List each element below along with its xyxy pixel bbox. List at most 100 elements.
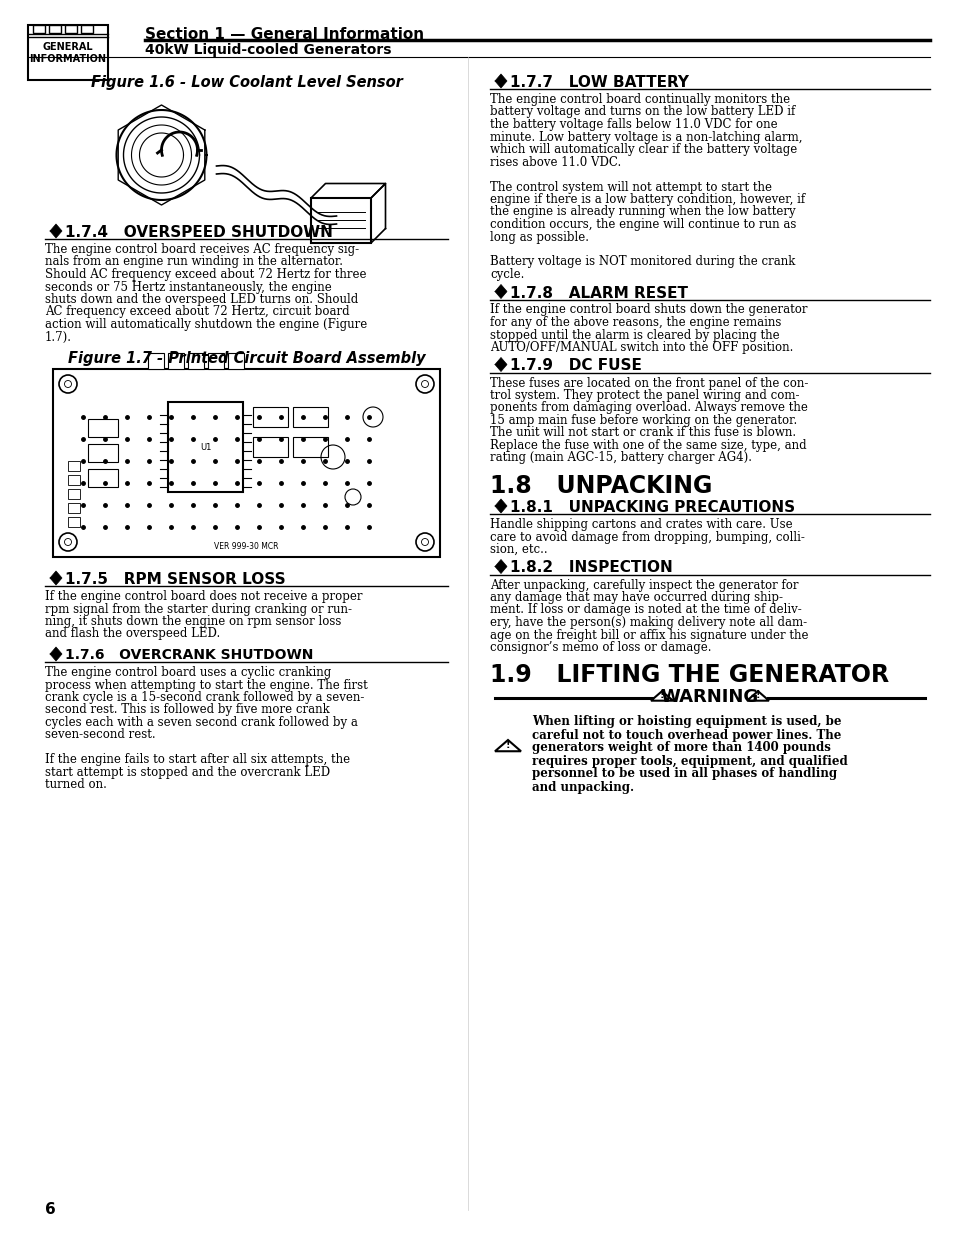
- Text: any damage that may have occurred during ship-: any damage that may have occurred during…: [490, 592, 782, 604]
- Text: AC frequency exceed about 72 Hertz, circuit board: AC frequency exceed about 72 Hertz, circ…: [45, 305, 349, 319]
- Text: VER 999-30 MCR: VER 999-30 MCR: [214, 542, 278, 551]
- Bar: [68, 503, 80, 513]
- Text: rises above 11.0 VDC.: rises above 11.0 VDC.: [490, 156, 620, 168]
- Text: minute. Low battery voltage is a non-latching alarm,: minute. Low battery voltage is a non-lat…: [490, 131, 801, 143]
- Bar: [68, 475, 80, 485]
- Text: 1.8.1   UNPACKING PRECAUTIONS: 1.8.1 UNPACKING PRECAUTIONS: [510, 500, 794, 515]
- Bar: [68, 461, 80, 471]
- Text: shuts down and the overspeed LED turns on. Should: shuts down and the overspeed LED turns o…: [45, 293, 358, 306]
- Text: U1: U1: [199, 442, 211, 452]
- Text: stopped until the alarm is cleared by placing the: stopped until the alarm is cleared by pl…: [490, 329, 779, 342]
- Bar: [81, 25, 92, 33]
- Text: process when attempting to start the engine. The first: process when attempting to start the eng…: [45, 678, 367, 692]
- Polygon shape: [495, 740, 520, 751]
- Text: personnel to be used in all phases of handling: personnel to be used in all phases of ha…: [532, 767, 836, 781]
- Text: ning, it shuts down the engine on rpm sensor loss: ning, it shuts down the engine on rpm se…: [45, 615, 341, 629]
- Text: 1.8.2   INSPECTION: 1.8.2 INSPECTION: [510, 561, 672, 576]
- Text: The engine control board receives AC frequency sig-: The engine control board receives AC fre…: [45, 243, 358, 256]
- Text: !: !: [505, 740, 510, 750]
- Text: seven-second rest.: seven-second rest.: [45, 729, 155, 741]
- Text: 15 amp main fuse before working on the generator.: 15 amp main fuse before working on the g…: [490, 414, 797, 427]
- Bar: [253, 408, 288, 427]
- Bar: [253, 437, 288, 457]
- Text: which will automatically clear if the battery voltage: which will automatically clear if the ba…: [490, 143, 797, 156]
- Bar: [88, 419, 118, 437]
- Text: long as possible.: long as possible.: [490, 231, 588, 243]
- Text: ponents from damaging overload. Always remove the: ponents from damaging overload. Always r…: [490, 401, 807, 415]
- Bar: [168, 403, 243, 492]
- Text: battery voltage and turns on the low battery LED if: battery voltage and turns on the low bat…: [490, 105, 795, 119]
- Text: generators weight of more than 1400 pounds: generators weight of more than 1400 poun…: [532, 741, 830, 755]
- Polygon shape: [495, 559, 506, 573]
- Polygon shape: [50, 647, 62, 661]
- Text: ery, have the person(s) making delivery note all dam-: ery, have the person(s) making delivery …: [490, 616, 806, 629]
- Text: The unit will not start or crank if this fuse is blown.: The unit will not start or crank if this…: [490, 426, 796, 440]
- Text: trol system. They protect the panel wiring and com-: trol system. They protect the panel wiri…: [490, 389, 799, 403]
- Text: Section 1 — General Information: Section 1 — General Information: [145, 27, 424, 42]
- Text: INFORMATION: INFORMATION: [30, 54, 107, 64]
- Text: Figure 1.6 - Low Coolant Level Sensor: Figure 1.6 - Low Coolant Level Sensor: [91, 75, 402, 90]
- Polygon shape: [495, 74, 506, 88]
- Text: The engine control board uses a cyclic cranking: The engine control board uses a cyclic c…: [45, 666, 331, 679]
- Bar: [208, 353, 224, 369]
- Text: requires proper tools, equipment, and qualified: requires proper tools, equipment, and qu…: [532, 755, 847, 767]
- Text: nals from an engine run winding in the alternator.: nals from an engine run winding in the a…: [45, 256, 343, 268]
- Polygon shape: [495, 499, 506, 513]
- Text: cycle.: cycle.: [490, 268, 524, 282]
- Polygon shape: [746, 692, 768, 700]
- Text: 6: 6: [45, 1202, 55, 1216]
- Bar: [148, 353, 164, 369]
- Text: The engine control board continually monitors the: The engine control board continually mon…: [490, 93, 789, 106]
- Text: start attempt is stopped and the overcrank LED: start attempt is stopped and the overcra…: [45, 766, 330, 779]
- Text: careful not to touch overhead power lines. The: careful not to touch overhead power line…: [532, 729, 841, 741]
- Polygon shape: [50, 224, 62, 238]
- Text: for any of the above reasons, the engine remains: for any of the above reasons, the engine…: [490, 316, 781, 329]
- Bar: [188, 353, 204, 369]
- Bar: [88, 469, 118, 487]
- Text: rating (main AGC-15, battery charger AG4).: rating (main AGC-15, battery charger AG4…: [490, 452, 751, 464]
- Polygon shape: [495, 284, 506, 299]
- Text: seconds or 75 Hertz instantaneously, the engine: seconds or 75 Hertz instantaneously, the…: [45, 280, 332, 294]
- Text: If the engine control board shuts down the generator: If the engine control board shuts down t…: [490, 304, 806, 316]
- Bar: [68, 489, 80, 499]
- Bar: [293, 408, 328, 427]
- Text: engine if there is a low battery condition, however, if: engine if there is a low battery conditi…: [490, 193, 804, 206]
- Text: Handle shipping cartons and crates with care. Use: Handle shipping cartons and crates with …: [490, 517, 792, 531]
- Bar: [228, 353, 244, 369]
- Bar: [65, 25, 77, 33]
- Text: After unpacking, carefully inspect the generator for: After unpacking, carefully inspect the g…: [490, 578, 798, 592]
- Text: !: !: [659, 689, 663, 700]
- Text: Figure 1.7 - Printed Circuit Board Assembly: Figure 1.7 - Printed Circuit Board Assem…: [68, 351, 425, 366]
- Text: GENERAL: GENERAL: [43, 42, 93, 52]
- Text: !: !: [755, 689, 760, 700]
- Bar: [28, 25, 108, 80]
- Bar: [53, 369, 439, 557]
- Text: These fuses are located on the front panel of the con-: These fuses are located on the front pan…: [490, 377, 807, 389]
- Text: the battery voltage falls below 11.0 VDC for one: the battery voltage falls below 11.0 VDC…: [490, 119, 777, 131]
- Text: care to avoid damage from dropping, bumping, colli-: care to avoid damage from dropping, bump…: [490, 531, 804, 543]
- Text: age on the freight bill or affix his signature under the: age on the freight bill or affix his sig…: [490, 629, 807, 641]
- Text: and flash the overspeed LED.: and flash the overspeed LED.: [45, 627, 220, 641]
- Text: turned on.: turned on.: [45, 778, 107, 792]
- Text: AUTO/OFF/MANUAL switch into the OFF position.: AUTO/OFF/MANUAL switch into the OFF posi…: [490, 341, 793, 354]
- Text: cycles each with a seven second crank followed by a: cycles each with a seven second crank fo…: [45, 716, 357, 729]
- Text: Should AC frequency exceed about 72 Hertz for three: Should AC frequency exceed about 72 Hert…: [45, 268, 366, 282]
- Text: action will automatically shutdown the engine (Figure: action will automatically shutdown the e…: [45, 317, 367, 331]
- Text: If the engine fails to start after all six attempts, the: If the engine fails to start after all s…: [45, 753, 350, 767]
- Text: and unpacking.: and unpacking.: [532, 781, 634, 794]
- Text: 1.7.9   DC FUSE: 1.7.9 DC FUSE: [510, 358, 641, 373]
- Text: second rest. This is followed by five more crank: second rest. This is followed by five mo…: [45, 704, 330, 716]
- Text: 1.7.7   LOW BATTERY: 1.7.7 LOW BATTERY: [510, 75, 688, 90]
- Polygon shape: [50, 571, 62, 585]
- Text: the engine is already running when the low battery: the engine is already running when the l…: [490, 205, 795, 219]
- Bar: [312, 198, 371, 242]
- Text: 1.8   UNPACKING: 1.8 UNPACKING: [490, 474, 712, 498]
- Text: 1.9   LIFTING THE GENERATOR: 1.9 LIFTING THE GENERATOR: [490, 663, 888, 688]
- Bar: [49, 25, 61, 33]
- Text: condition occurs, the engine will continue to run as: condition occurs, the engine will contin…: [490, 219, 796, 231]
- Bar: [88, 445, 118, 462]
- Text: 40kW Liquid-cooled Generators: 40kW Liquid-cooled Generators: [145, 43, 391, 57]
- Text: sion, etc..: sion, etc..: [490, 543, 547, 556]
- Text: crank cycle is a 15-second crank followed by a seven-: crank cycle is a 15-second crank followe…: [45, 692, 364, 704]
- Text: If the engine control board does not receive a proper: If the engine control board does not rec…: [45, 590, 362, 603]
